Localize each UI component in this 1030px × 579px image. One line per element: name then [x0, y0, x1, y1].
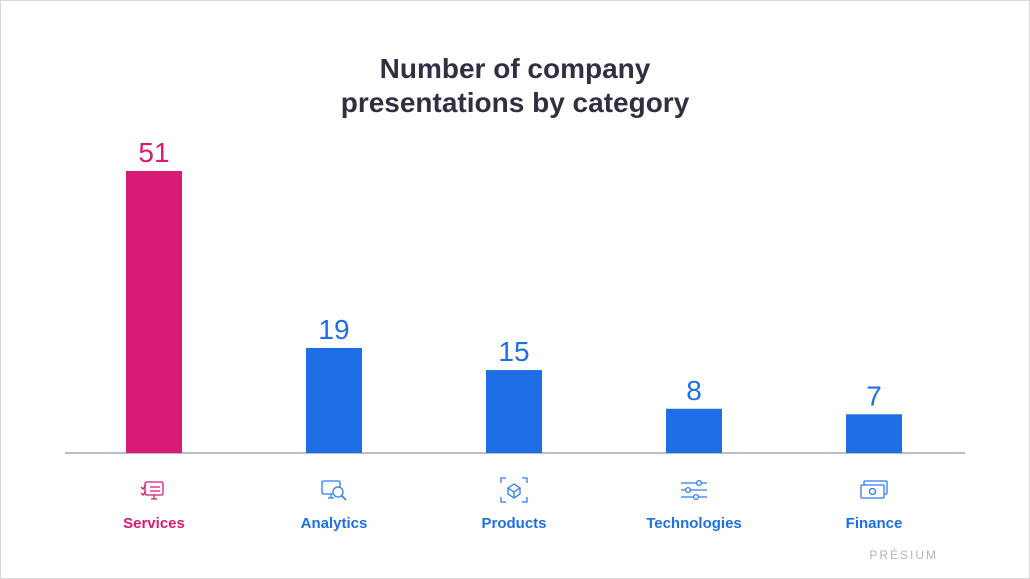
- data-label: 51: [138, 137, 169, 168]
- icon-checks: [140, 484, 147, 496]
- bar-finance: [846, 414, 902, 453]
- bar-analytics: [306, 347, 362, 453]
- icon-lines: [150, 486, 160, 500]
- monitor-magnifier-icon: [321, 480, 347, 501]
- category-label: Analytics: [301, 515, 368, 532]
- data-label: 7: [866, 380, 882, 411]
- checklist-monitor-icon: [140, 481, 164, 500]
- cash-icon: [860, 480, 888, 499]
- category-label: Finance: [846, 515, 903, 532]
- brand-logo: PRÉSIUM: [869, 548, 938, 562]
- icon-corners: [500, 477, 528, 503]
- icon-knob: [692, 493, 700, 501]
- icon-lens: [332, 486, 344, 498]
- icon-box: [506, 483, 522, 499]
- bar-products: [486, 370, 542, 453]
- icon-bill-front: [860, 484, 885, 499]
- data-label: 8: [686, 375, 702, 406]
- icon-knob: [695, 479, 703, 487]
- chart-title-line-2: presentations by category: [340, 87, 690, 118]
- chart-title-line-1: Number of company: [379, 53, 651, 84]
- data-label: 19: [318, 314, 349, 345]
- chart-title: Number of company presentations by categ…: [0, 52, 1030, 120]
- category-label: Services: [123, 515, 185, 532]
- box-scan-icon: [500, 477, 528, 503]
- icon-stand: [328, 494, 334, 499]
- data-label: 15: [498, 336, 529, 367]
- category-label: Products: [481, 515, 546, 532]
- icon-handle: [340, 494, 347, 501]
- category-label: Technologies: [646, 515, 742, 532]
- bar-services: [126, 171, 182, 453]
- bar-technologies: [666, 408, 722, 453]
- icon-screen: [144, 481, 164, 496]
- sliders-icon: [681, 479, 707, 501]
- icon-coin: [868, 487, 877, 496]
- icon-knob: [684, 486, 692, 494]
